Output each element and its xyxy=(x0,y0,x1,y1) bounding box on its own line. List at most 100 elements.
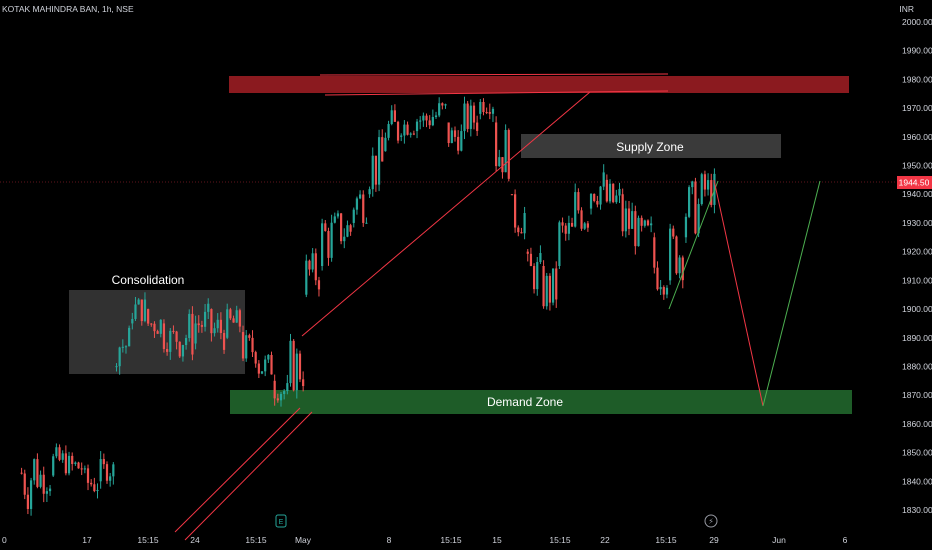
candle-body xyxy=(618,188,621,196)
candle-body xyxy=(83,468,86,470)
candle-body xyxy=(488,112,491,114)
candle-body xyxy=(555,268,558,300)
candle-body xyxy=(615,195,618,203)
y-tick-label: 1980.00 xyxy=(902,74,932,84)
candle-body xyxy=(545,275,548,307)
candle-body xyxy=(605,179,608,202)
candle-body xyxy=(526,251,529,254)
candle-body xyxy=(232,318,235,323)
y-tick-label: 1940.00 xyxy=(902,189,932,199)
candle-body xyxy=(377,137,381,185)
x-tick-label: 22 xyxy=(600,535,610,545)
candle-body xyxy=(235,310,238,323)
dividend-icon[interactable]: ⚡ xyxy=(704,514,718,528)
candle-body xyxy=(55,447,58,457)
candle-body xyxy=(112,464,115,477)
candle-body xyxy=(631,211,634,229)
candle-body xyxy=(33,459,36,481)
candle-body xyxy=(124,346,128,348)
last-price-badge xyxy=(897,176,932,189)
candle-body xyxy=(703,174,707,190)
resistance-line-1 xyxy=(319,73,669,76)
candle-body xyxy=(245,335,248,359)
candle-body xyxy=(48,488,52,492)
candle-body xyxy=(279,393,283,401)
candle-body xyxy=(20,472,23,474)
x-tick-label: 8 xyxy=(387,535,392,545)
candle-body xyxy=(71,455,74,464)
candle-body xyxy=(532,266,536,290)
supply-zone xyxy=(521,134,781,158)
candle-body xyxy=(381,137,384,162)
candle-body xyxy=(697,204,700,234)
candle-body xyxy=(358,194,362,199)
currency-label: INR xyxy=(899,4,914,14)
x-tick-label: 0 xyxy=(2,535,7,545)
candle-body xyxy=(298,353,302,380)
candle-body xyxy=(627,208,631,229)
candle-body xyxy=(102,459,105,465)
candle-body xyxy=(542,266,545,307)
x-tick-label: 15 xyxy=(492,535,502,545)
candle-body xyxy=(684,216,688,238)
candle-body xyxy=(273,380,276,399)
candle-body xyxy=(710,180,713,205)
candle-body xyxy=(210,309,213,334)
candle-body xyxy=(384,137,387,152)
candle-body xyxy=(665,287,669,295)
svg-text:⚡: ⚡ xyxy=(708,517,714,526)
candle-body xyxy=(96,489,99,492)
candle-body xyxy=(409,133,412,135)
candle-body xyxy=(577,192,580,211)
candle-body xyxy=(406,124,409,135)
candle-body xyxy=(200,325,204,327)
candle-body xyxy=(608,183,612,202)
candle-body xyxy=(172,330,175,332)
price-axis[interactable]: 1830.00 1840.00 1850.00 1860.00 1870.00 1880.… xyxy=(902,17,932,515)
earnings-icon[interactable]: E xyxy=(275,514,287,528)
svg-text:E: E xyxy=(279,519,284,526)
x-tick-label: May xyxy=(295,535,312,545)
candle-body xyxy=(248,335,251,338)
candle-body xyxy=(327,230,330,258)
x-tick-label: 24 xyxy=(190,535,200,545)
x-tick-label: 6 xyxy=(843,535,848,545)
candle-body xyxy=(507,130,510,179)
candle-body xyxy=(77,462,80,469)
candle-body xyxy=(393,110,396,122)
time-axis[interactable]: 0 17 15:15 24 15:15 May 8 15:15 15 15:15 22 15:15 29… xyxy=(2,535,848,545)
candle-body xyxy=(482,101,485,113)
candle-body xyxy=(336,213,340,217)
candle-body xyxy=(317,280,321,290)
candle-body xyxy=(23,473,26,495)
candle-body xyxy=(510,194,514,196)
candle-body xyxy=(74,462,77,464)
candle-body xyxy=(463,103,466,132)
candle-body xyxy=(226,309,229,338)
candle-body xyxy=(548,275,552,303)
symbol-header: KOTAK MAHINDRA BAN, 1h, NSE xyxy=(2,4,134,14)
candle-body xyxy=(371,155,374,190)
candle-body xyxy=(42,474,45,494)
candle-body xyxy=(175,331,178,342)
candle-body xyxy=(45,491,48,494)
candle-body xyxy=(387,124,390,138)
y-tick-label: 1990.00 xyxy=(902,46,932,56)
candle-body xyxy=(362,194,365,223)
candle-body xyxy=(109,476,112,481)
candle-body xyxy=(517,227,520,233)
candle-body xyxy=(374,155,378,185)
candle-body xyxy=(675,236,678,274)
candle-body xyxy=(422,115,425,121)
candle-body xyxy=(650,223,653,226)
candle-body xyxy=(166,348,169,352)
x-tick-label: 29 xyxy=(709,535,719,545)
candle-body xyxy=(567,222,570,234)
candle-body xyxy=(450,130,453,144)
candle-body xyxy=(390,110,393,125)
x-tick-label: 15:15 xyxy=(655,535,677,545)
y-tick-label: 1960.00 xyxy=(902,132,932,142)
candle-body xyxy=(476,122,479,131)
resistance-zone xyxy=(229,76,849,93)
